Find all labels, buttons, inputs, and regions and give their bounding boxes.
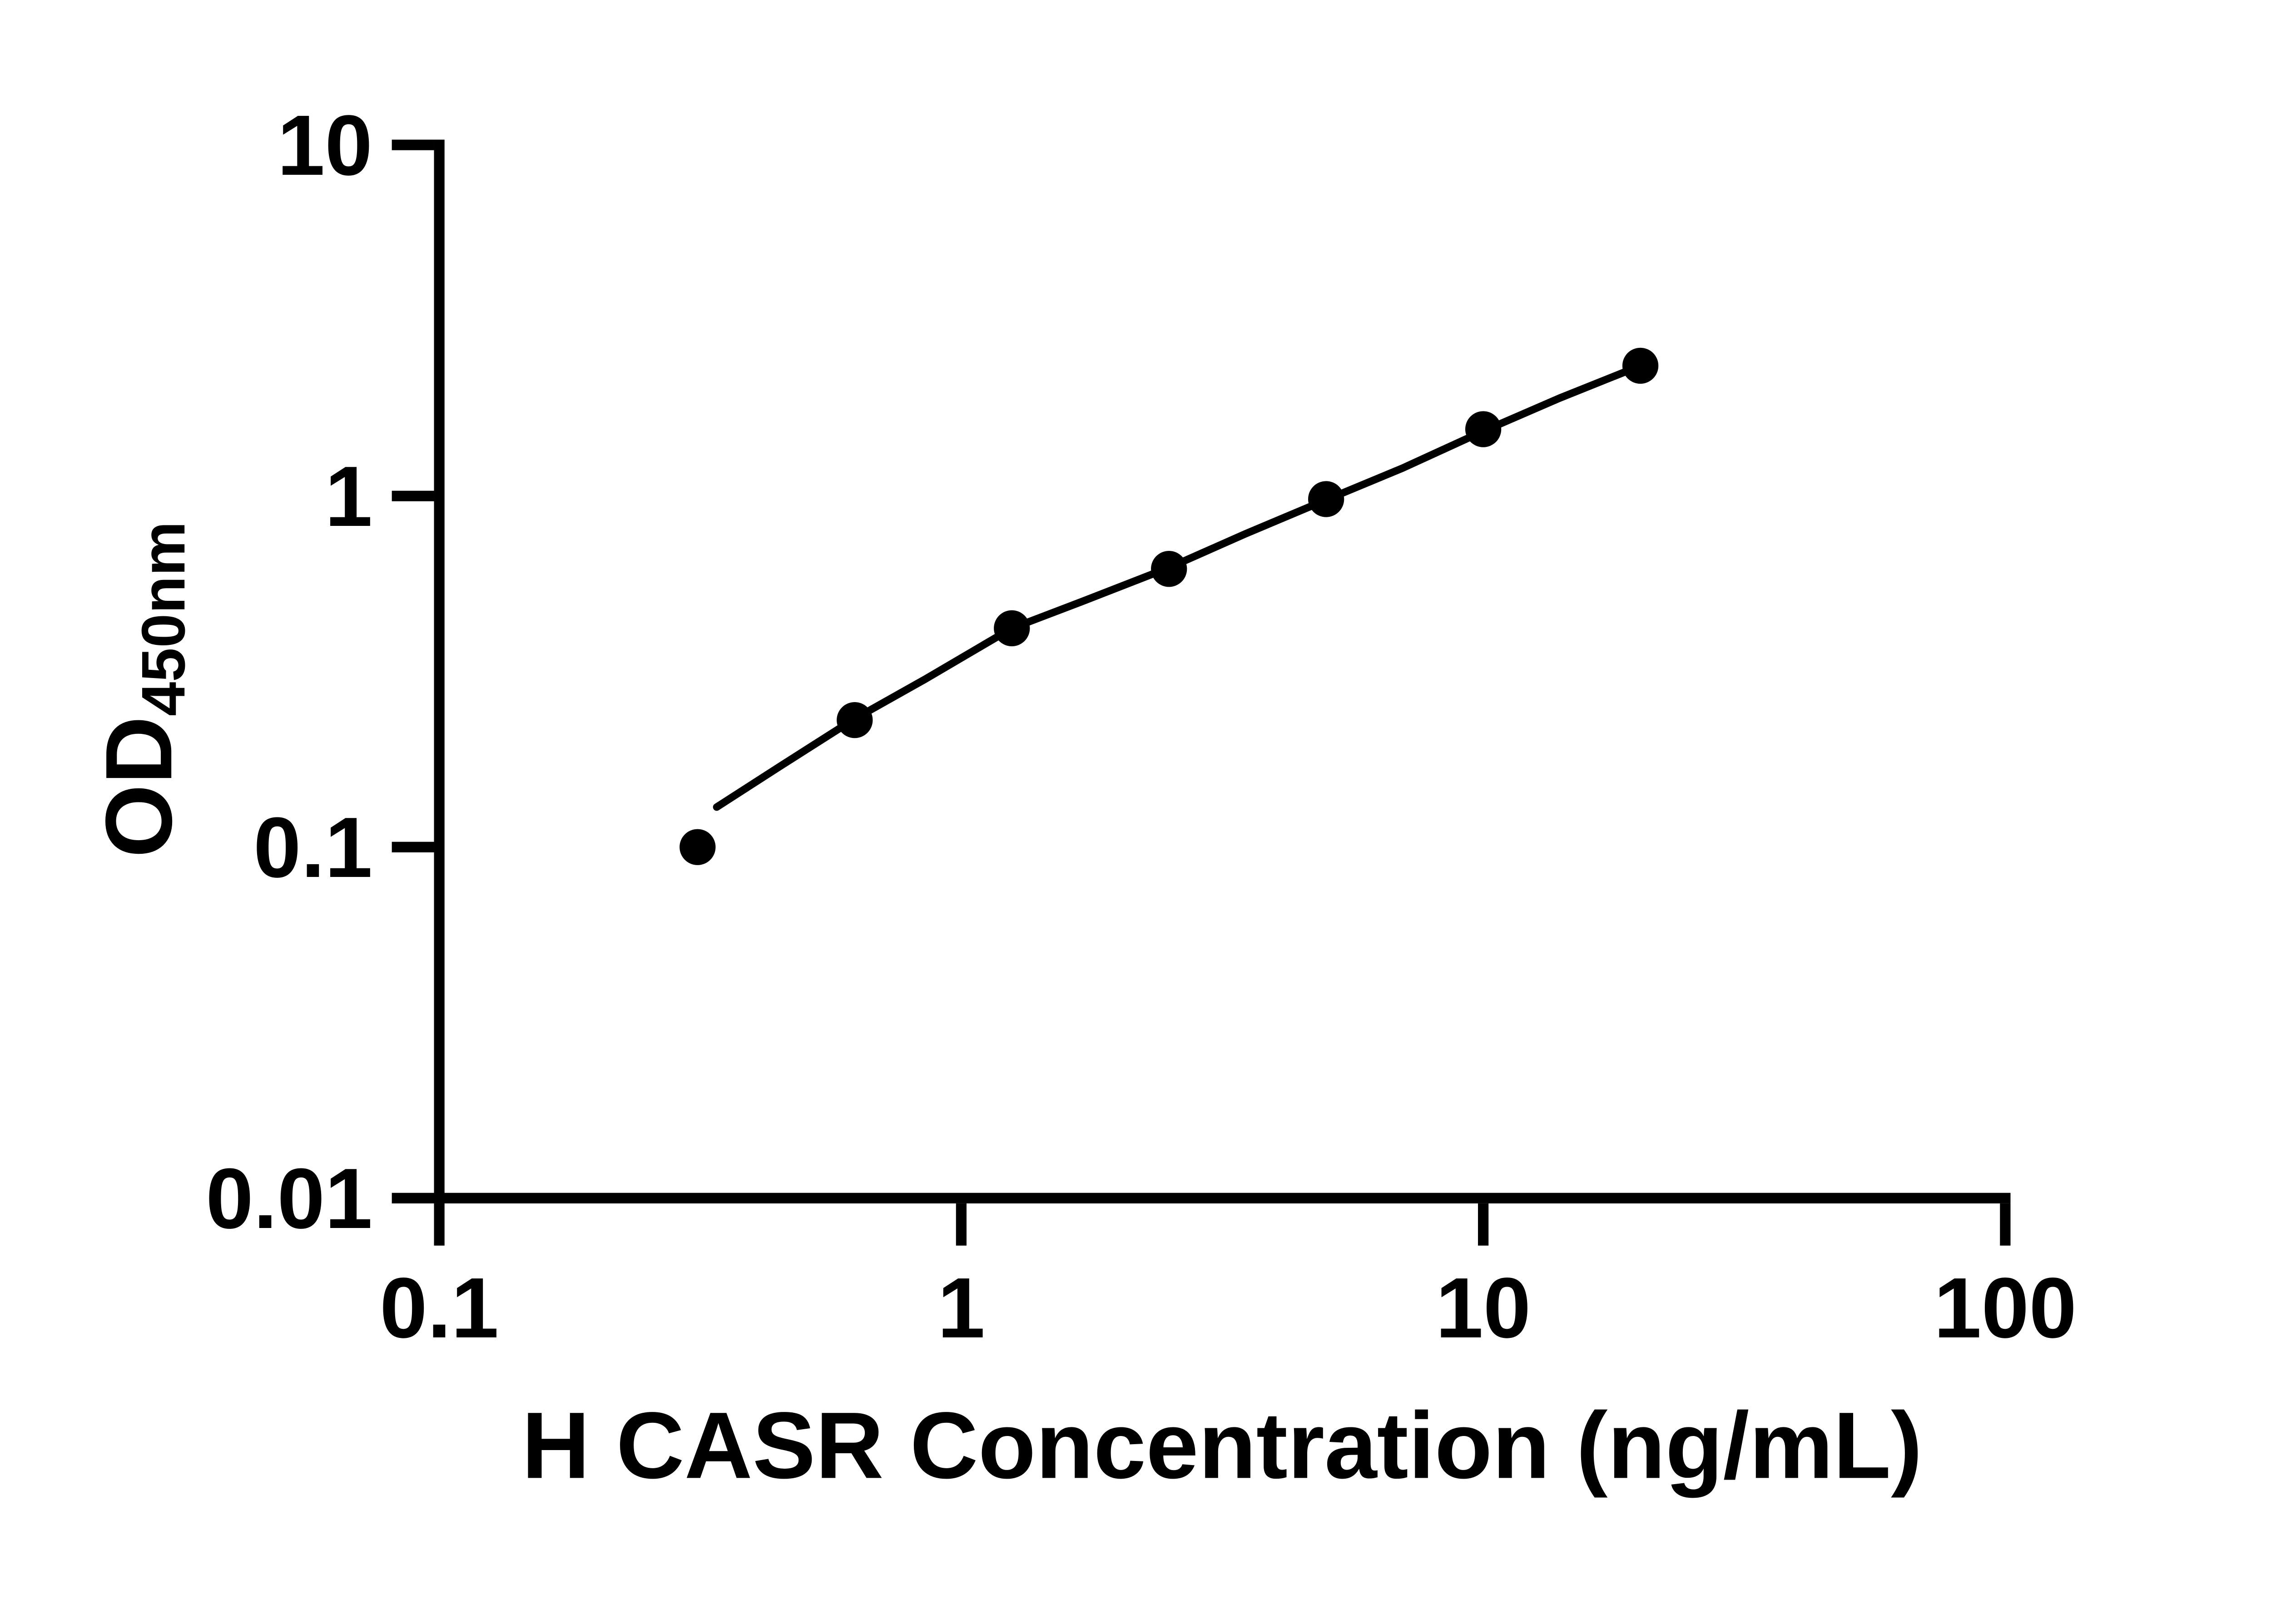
x-axis-title: H CASR Concentration (ng/mL) <box>522 1393 1923 1498</box>
y-tick-label: 1 <box>325 448 372 544</box>
y-tick-label: 10 <box>277 97 372 193</box>
x-axis-tick-labels: 0.1 1 10 100 <box>380 1260 2077 1356</box>
data-points <box>679 347 1659 865</box>
x-tick-label: 100 <box>1934 1260 2077 1356</box>
x-tick-label: 1 <box>937 1260 985 1356</box>
tick-marks <box>392 139 2011 1246</box>
data-point <box>679 829 716 865</box>
y-tick-label: 0.01 <box>206 1150 372 1246</box>
x-tick-label: 10 <box>1436 1260 1531 1356</box>
data-point <box>837 702 873 738</box>
data-point <box>994 610 1030 647</box>
fit-curve-line <box>713 362 1644 811</box>
y-axis-tick-labels: 10 1 0.1 0.01 <box>206 97 372 1246</box>
axes <box>434 139 2011 1203</box>
data-point <box>1622 347 1659 384</box>
x-tick-label: 0.1 <box>380 1260 499 1356</box>
y-axis-title-subscript: 450nm <box>129 521 198 716</box>
y-tick-label: 0.1 <box>253 799 372 895</box>
data-point <box>1151 551 1187 587</box>
y-axis-title-main: OD <box>86 716 192 858</box>
data-point <box>1308 481 1344 517</box>
data-point <box>1465 411 1502 447</box>
standard-curve-chart: 10 1 0.1 0.01 0.1 1 10 100 H CASR Concen… <box>86 97 2077 1499</box>
y-axis-title: OD450nm <box>86 521 198 858</box>
elisa-standard-curve-figure: 10 1 0.1 0.01 0.1 1 10 100 H CASR Concen… <box>86 97 2077 1499</box>
